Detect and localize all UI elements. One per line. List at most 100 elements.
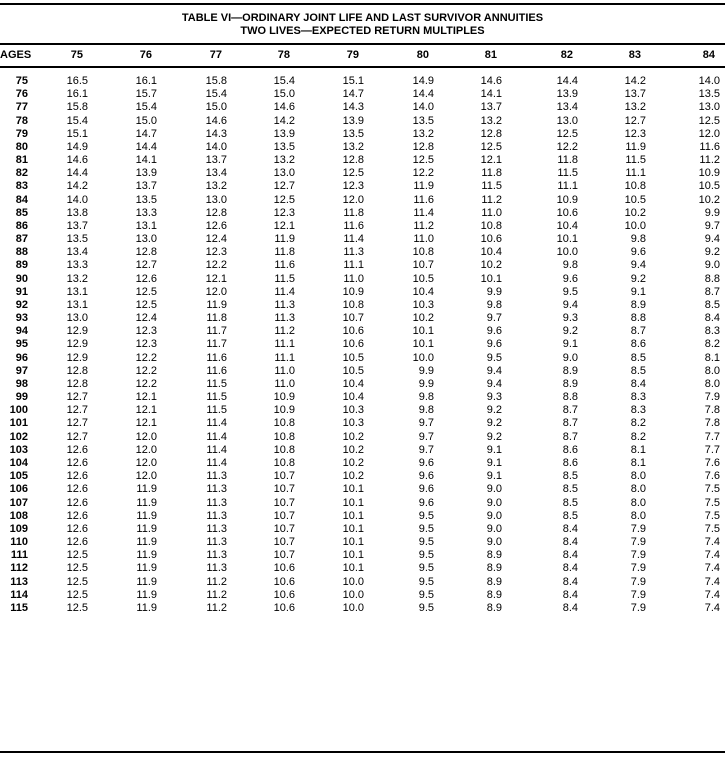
table-cell: 16.1 (66, 88, 88, 101)
table-cell: 8.0 (630, 483, 646, 496)
column-header-ages: AGES (0, 49, 32, 61)
table-cell: 12.9 (66, 351, 88, 364)
table-cell: 10.2 (342, 456, 364, 469)
table-cell: 8.9 (630, 298, 646, 311)
table-cell: 12.9 (66, 338, 88, 351)
table-cell: 9.3 (486, 391, 502, 404)
header-bottom-rule (0, 66, 725, 68)
table-cell: 13.4 (205, 167, 227, 180)
table-cell: 13.0 (273, 167, 295, 180)
table-cell: 11.8 (206, 312, 227, 325)
table-cell: 12.3 (624, 127, 646, 140)
table-cell: 7.5 (704, 509, 720, 522)
table-cell: 7.4 (704, 575, 720, 588)
row-age-label: 102 (9, 430, 28, 443)
table-cell: 11.2 (413, 219, 434, 232)
table-cell: 15.4 (273, 75, 295, 87)
table-cell: 12.2 (412, 167, 434, 180)
table-cell: 13.0 (135, 233, 157, 246)
table-cell: 12.6 (66, 470, 88, 483)
table-cell: 9.6 (418, 456, 434, 469)
table-cell: 7.4 (704, 588, 720, 601)
table-cell: 12.5 (556, 127, 578, 140)
table-cell: 12.2 (205, 259, 227, 272)
table-cell: 11.9 (136, 549, 157, 562)
table-cell: 15.4 (205, 88, 227, 101)
table-cell: 14.6 (205, 114, 227, 127)
table-cell: 13.5 (412, 114, 434, 127)
table-cell: 9.2 (562, 325, 578, 338)
table-cell: 12.0 (135, 430, 157, 443)
column-header-age-83: 83 (628, 49, 641, 61)
table-cell: 9.5 (418, 588, 434, 601)
row-age-label: 78 (15, 114, 28, 127)
table-cell: 13.2 (480, 114, 502, 127)
table-cell: 11.1 (625, 167, 646, 180)
table-cell: 10.7 (273, 549, 295, 562)
table-cell: 10.0 (342, 601, 364, 614)
table-cell: 7.6 (704, 456, 720, 469)
table-cell: 10.5 (342, 351, 364, 364)
table-cell: 7.8 (704, 417, 720, 430)
table-cell: 14.9 (66, 140, 88, 153)
table-cell: 13.5 (698, 88, 720, 101)
table-cell: 12.7 (66, 404, 88, 417)
table-cell: 11.0 (481, 206, 502, 219)
table-cell: 9.3 (562, 312, 578, 325)
table-cell: 13.2 (273, 154, 295, 167)
table-cell: 13.0 (205, 193, 227, 206)
table-cell: 7.9 (704, 391, 720, 404)
table-cell: 9.2 (486, 417, 502, 430)
table-cell: 9.7 (418, 443, 434, 456)
table-cell: 12.2 (135, 351, 157, 364)
row-age-label: 94 (15, 325, 28, 338)
table-cell: 7.5 (704, 483, 720, 496)
table-cell: 9.5 (486, 351, 502, 364)
table-cell: 11.2 (206, 575, 227, 588)
table-cell: 12.0 (342, 193, 364, 206)
row-age-label: 110 (10, 536, 28, 549)
table-cell: 10.2 (412, 312, 434, 325)
table-cell: 7.6 (704, 470, 720, 483)
table-cell: 11.9 (625, 140, 646, 153)
table-cell: 12.1 (135, 404, 157, 417)
table-cell: 8.7 (630, 325, 646, 338)
table-cell: 12.7 (624, 114, 646, 127)
table-cell: 9.6 (418, 483, 434, 496)
column-header-age-76: 76 (139, 49, 152, 61)
table-cell: 11.8 (557, 154, 578, 167)
table-cell: 9.6 (486, 325, 502, 338)
header-top-rule (0, 43, 725, 45)
table-cell: 13.7 (66, 219, 88, 232)
table-cell: 7.9 (630, 536, 646, 549)
table-cell: 14.4 (66, 167, 88, 180)
table-cell: 8.5 (562, 509, 578, 522)
table-cell: 11.9 (136, 562, 157, 575)
table-cell: 11.9 (136, 588, 157, 601)
table-cell: 10.1 (342, 536, 364, 549)
table-cell: 10.6 (273, 588, 295, 601)
table-cell: 12.5 (480, 140, 502, 153)
table-cell: 12.3 (205, 246, 227, 259)
table-cell: 12.6 (66, 456, 88, 469)
table-cell: 11.6 (343, 219, 364, 232)
table-cell: 13.2 (412, 127, 434, 140)
table-cell: 11.9 (136, 601, 157, 614)
table-cell: 13.1 (66, 285, 88, 298)
table-cell: 9.5 (418, 575, 434, 588)
table-cell: 8.6 (630, 338, 646, 351)
table-cell: 11.8 (481, 167, 502, 180)
table-cell: 11.4 (206, 430, 227, 443)
table-cell: 10.7 (273, 522, 295, 535)
table-cell: 10.8 (480, 219, 502, 232)
table-cell: 10.9 (556, 193, 578, 206)
top-rule (0, 3, 725, 5)
table-cell: 9.1 (486, 456, 502, 469)
table-cell: 8.4 (562, 549, 578, 562)
row-age-label: 97 (15, 364, 28, 377)
table-cell: 9.5 (562, 285, 578, 298)
table-cell: 12.2 (135, 377, 157, 390)
table-cell: 11.1 (274, 338, 295, 351)
table-cell: 12.3 (273, 206, 295, 219)
table-cell: 12.5 (66, 575, 88, 588)
